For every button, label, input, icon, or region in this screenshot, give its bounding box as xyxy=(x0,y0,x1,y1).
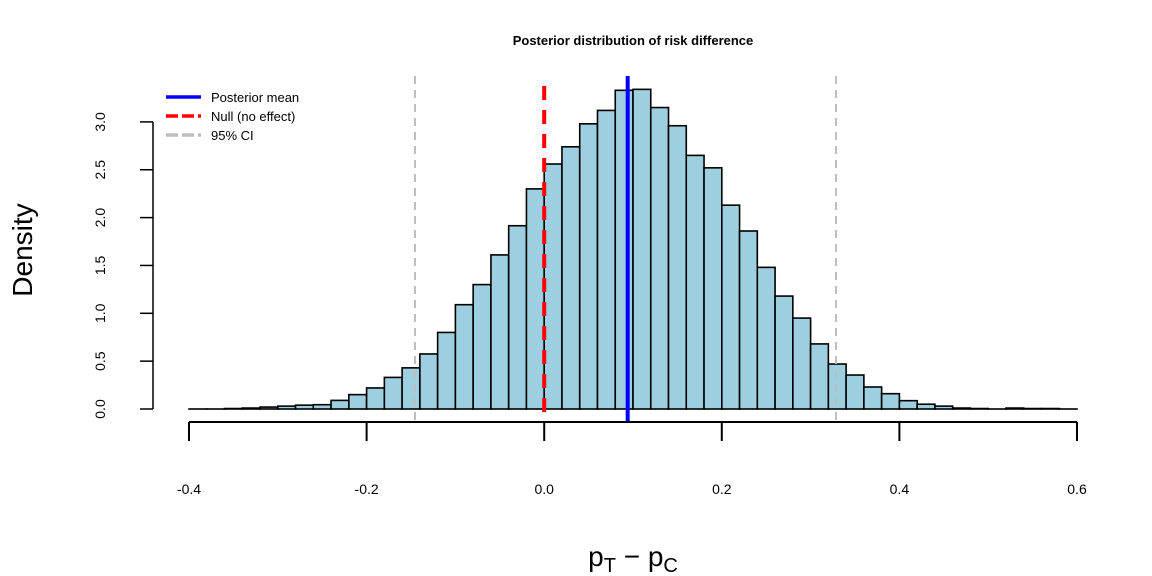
histogram-bar xyxy=(792,317,812,410)
histogram-bar xyxy=(738,230,759,410)
bars-group xyxy=(188,88,1078,410)
axes: -0.4 -0.2 0.0 0.2 0.4 0.6 0.0 0.5 1.0 1.5 2.0 2.5 3.… xyxy=(92,112,1087,497)
y-tick-label: 0.5 xyxy=(92,351,108,371)
histogram-bar xyxy=(294,404,315,410)
histogram-bar xyxy=(596,109,617,410)
histogram-bar xyxy=(809,343,830,410)
histogram-bar xyxy=(934,405,954,410)
legend: Posterior mean Null (no effect) 95% CI xyxy=(166,90,299,143)
histogram-bar xyxy=(419,353,439,410)
histogram-bar xyxy=(951,407,972,410)
histogram-bar xyxy=(507,224,528,410)
x-label-sub-t: T xyxy=(604,555,616,576)
y-tick-label: 1.5 xyxy=(92,256,108,276)
legend-label: Null (no effect) xyxy=(211,109,295,124)
x-label-p1: p xyxy=(588,541,604,572)
histogram-bar xyxy=(259,406,279,410)
reference-lines xyxy=(413,76,837,422)
y-axis-label: Density xyxy=(7,203,38,296)
legend-label: 95% CI xyxy=(211,128,254,143)
histogram-bar xyxy=(916,403,936,410)
histogram-bar xyxy=(863,386,883,410)
x-tick-label: 0.6 xyxy=(1067,481,1087,497)
histogram-bar xyxy=(845,374,865,410)
histogram-bar xyxy=(241,407,261,410)
histogram-bar xyxy=(472,283,492,410)
x-axis-label: pT − pC xyxy=(588,541,678,576)
histogram-bar xyxy=(543,163,563,410)
y-tick-label: 0.0 xyxy=(92,399,108,419)
histogram-bar xyxy=(490,254,510,410)
histogram-bar xyxy=(685,154,705,410)
histogram-bar xyxy=(880,392,901,410)
y-tick-label: 3.0 xyxy=(92,112,108,132)
histogram-bar xyxy=(1005,407,1025,410)
histogram-bar xyxy=(454,303,474,410)
y-tick-label: 1.0 xyxy=(92,303,108,323)
histogram-bar xyxy=(667,124,688,410)
x-label-p2: p xyxy=(648,541,664,572)
histogram-bar xyxy=(348,393,368,410)
chart-title: Posterior distribution of risk differenc… xyxy=(513,33,754,48)
legend-label: Posterior mean xyxy=(211,90,299,105)
histogram-bar xyxy=(525,188,546,410)
x-tick-label: 0.0 xyxy=(534,481,554,497)
histogram-bar xyxy=(614,89,634,410)
x-tick-label: 0.2 xyxy=(712,481,732,497)
histogram-bar xyxy=(720,204,741,410)
x-tick-label: 0.4 xyxy=(890,481,910,497)
histogram-bar xyxy=(276,405,297,410)
histogram-bar xyxy=(632,88,652,410)
histogram-bar xyxy=(561,145,581,410)
x-label-sub-c: C xyxy=(663,555,677,576)
histogram-bar xyxy=(578,123,599,410)
histogram-bar xyxy=(756,266,776,410)
x-tick-label: -0.4 xyxy=(177,481,201,497)
x-tick-label: -0.2 xyxy=(355,481,379,497)
histogram-bar xyxy=(774,295,794,410)
histogram-bar xyxy=(312,403,332,410)
histogram-bar xyxy=(383,376,403,410)
histogram-bar xyxy=(649,106,670,410)
x-label-minus: − xyxy=(616,541,648,572)
y-tick-label: 2.0 xyxy=(92,208,108,228)
y-tick-label: 2.5 xyxy=(92,160,108,180)
histogram-bar xyxy=(827,363,847,410)
histogram-bar xyxy=(898,399,918,410)
histogram-bar xyxy=(330,399,350,410)
histogram-bar xyxy=(436,331,457,410)
histogram-bar xyxy=(365,387,386,410)
histogram-bar xyxy=(703,167,723,410)
histogram-bar xyxy=(401,367,421,410)
